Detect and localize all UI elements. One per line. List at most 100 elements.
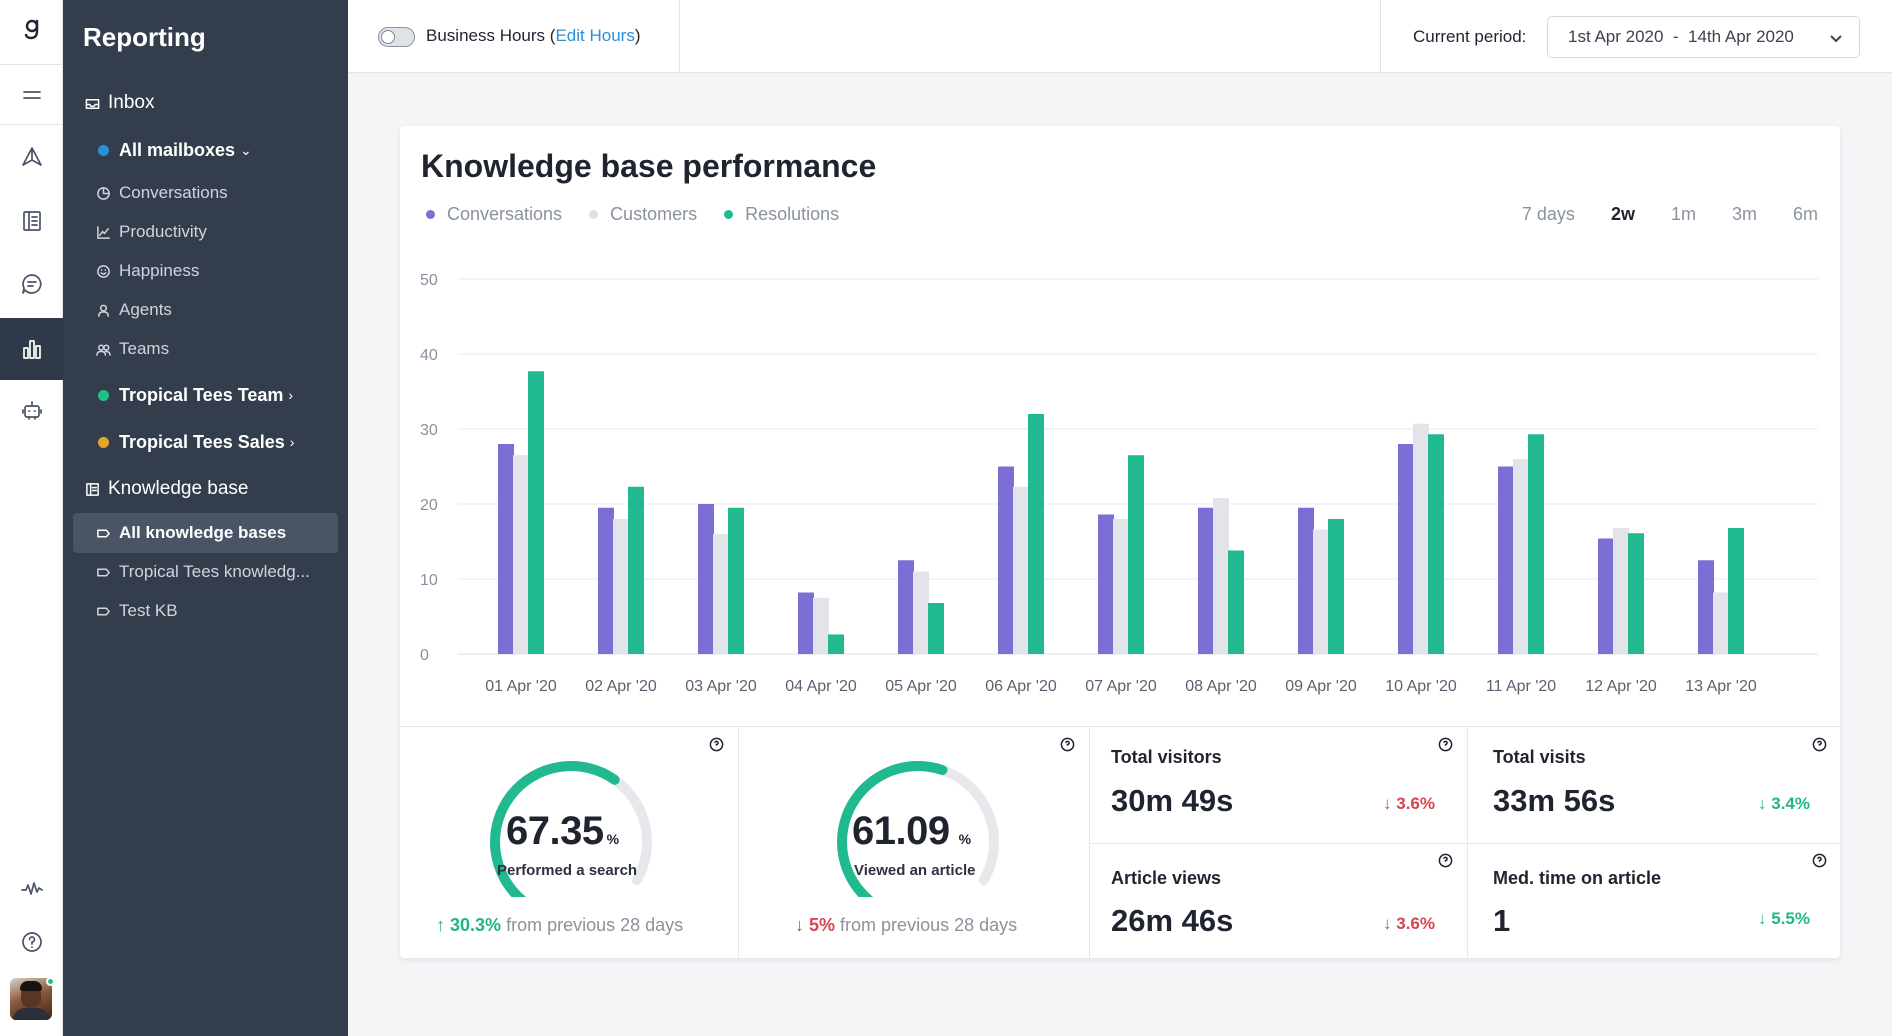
bar-conversations[interactable]	[898, 560, 914, 654]
bar-customers[interactable]	[1013, 486, 1029, 654]
sidebar-item-label: All knowledge bases	[119, 523, 287, 542]
sidebar-team-tropical-tees-sales[interactable]: Tropical Tees Sales ›	[63, 428, 348, 456]
bar-conversations[interactable]	[1598, 538, 1614, 655]
bar-conversations[interactable]	[698, 504, 714, 654]
bar-customers[interactable]	[813, 597, 829, 654]
help-icon[interactable]	[1812, 737, 1827, 752]
bar-resolutions[interactable]	[1028, 414, 1044, 654]
sidebar-team-tropical-tees-team[interactable]: Tropical Tees Team ›	[63, 381, 348, 409]
bar-resolutions[interactable]	[1128, 455, 1144, 654]
sidebar-item-conversations[interactable]: Conversations	[63, 181, 348, 205]
bar-conversations[interactable]	[1298, 507, 1314, 654]
menu-icon[interactable]	[0, 66, 63, 124]
article-percent-number: 61.09	[852, 809, 950, 853]
bar-customers[interactable]	[613, 519, 629, 654]
bar-customers[interactable]	[1313, 529, 1329, 655]
app-rail	[0, 0, 63, 1036]
sidebar-all-mailboxes[interactable]: All mailboxes ⌄	[63, 136, 348, 164]
help-icon[interactable]	[1060, 737, 1075, 752]
search-percent-value: 67.35%	[506, 809, 619, 854]
sidebar-item-label: Happiness	[119, 261, 200, 280]
sidebar-item-productivity[interactable]: Productivity	[63, 220, 348, 244]
range-tab-2w[interactable]: 2w	[1610, 204, 1635, 224]
bar-resolutions[interactable]	[628, 486, 644, 654]
bar-resolutions[interactable]	[1328, 519, 1344, 654]
chevron-down-icon	[1829, 30, 1843, 44]
bar-customers[interactable]	[913, 571, 929, 655]
bar-conversations[interactable]	[798, 592, 814, 655]
help-icon[interactable]	[1438, 853, 1453, 868]
search-percent-number: 67.35	[506, 809, 604, 853]
range-tab-6m[interactable]: 6m	[1792, 204, 1818, 224]
sidebar-item-label: Tropical Tees knowledg...	[119, 562, 310, 581]
bar-customers[interactable]	[713, 534, 729, 654]
bar-conversations[interactable]	[1198, 507, 1214, 654]
sidebar-item-happiness[interactable]: Happiness	[63, 259, 348, 283]
legend-label: Resolutions	[745, 204, 840, 224]
help-icon[interactable]	[1812, 853, 1827, 868]
sidebar-item-tropical-tees-kb[interactable]: Tropical Tees knowledg...	[63, 560, 348, 584]
total-visitors-change: ↓ 3.6%	[1383, 794, 1435, 814]
bar-resolutions[interactable]	[1728, 528, 1744, 654]
bar-resolutions[interactable]	[828, 634, 844, 655]
bar-resolutions[interactable]	[928, 603, 944, 654]
help-icon[interactable]	[0, 913, 63, 971]
bar-resolutions[interactable]	[1528, 434, 1544, 654]
bar-conversations[interactable]	[1498, 466, 1514, 655]
help-icon[interactable]	[709, 737, 724, 752]
range-tab-3m[interactable]: 3m	[1731, 204, 1757, 224]
sidebar-knowledge-base-header[interactable]: Knowledge base	[63, 476, 348, 502]
trend-down-arrow-icon: ↓	[1383, 794, 1392, 813]
bar-customers[interactable]	[513, 455, 529, 654]
period-select[interactable]: 1st Apr 2020 - 14th Apr 2020	[1547, 16, 1860, 58]
sidebar-item-all-knowledge-bases[interactable]: All knowledge bases	[73, 513, 338, 553]
bot-icon[interactable]	[0, 381, 63, 439]
bar-conversations[interactable]	[998, 466, 1014, 655]
bar-conversations[interactable]	[1698, 560, 1714, 654]
bar-customers[interactable]	[1613, 528, 1629, 654]
legend-item-customers[interactable]: Customers	[589, 204, 697, 225]
bar-conversations[interactable]	[1398, 444, 1414, 654]
bar-resolutions[interactable]	[1428, 434, 1444, 654]
sidebar-inbox-header[interactable]: Inbox	[63, 90, 348, 116]
trend-arrow-icon: ↓	[1758, 909, 1767, 928]
bar-resolutions[interactable]	[1228, 550, 1244, 655]
bar-customers[interactable]	[1113, 519, 1129, 654]
percent-unit: %	[606, 831, 619, 847]
activity-icon[interactable]	[0, 860, 63, 918]
reporting-icon[interactable]	[0, 318, 63, 380]
happiness-icon	[97, 264, 110, 278]
bar-customers[interactable]	[1413, 423, 1429, 654]
business-hours-toggle[interactable]	[378, 27, 415, 47]
med-time-label: Med. time on article	[1493, 868, 1662, 888]
team-dot	[98, 389, 109, 401]
x-tick-label: 12 Apr '20	[1585, 678, 1657, 695]
bar-conversations[interactable]	[1098, 514, 1114, 655]
x-tick-label: 03 Apr '20	[685, 678, 757, 695]
range-tab-1m[interactable]: 1m	[1670, 204, 1696, 224]
range-tab-7-days[interactable]: 7 days	[1521, 204, 1575, 224]
knowledge-base-icon[interactable]	[0, 192, 63, 250]
help-icon[interactable]	[1438, 737, 1453, 752]
sidebar-item-agents[interactable]: Agents	[63, 298, 348, 322]
campaigns-icon[interactable]	[0, 128, 63, 186]
bar-resolutions[interactable]	[728, 507, 744, 654]
bar-customers[interactable]	[1213, 498, 1229, 654]
bar-customers[interactable]	[1713, 592, 1729, 655]
logo-icon[interactable]	[0, 0, 63, 58]
bar-conversations[interactable]	[498, 444, 514, 654]
kb-performance-card: Knowledge base performance Conversations…	[400, 126, 1840, 959]
y-tick-label: 40	[420, 347, 438, 364]
user-avatar[interactable]	[10, 978, 52, 1020]
edit-hours-link[interactable]: Edit Hours	[555, 26, 635, 45]
bar-customers[interactable]	[1513, 459, 1529, 654]
legend-item-resolutions[interactable]: Resolutions	[724, 204, 839, 225]
sidebar-item-teams[interactable]: Teams	[63, 337, 348, 361]
bar-resolutions[interactable]	[528, 371, 544, 654]
x-tick-label: 05 Apr '20	[885, 678, 957, 695]
bar-conversations[interactable]	[598, 507, 614, 654]
sidebar-item-test-kb[interactable]: Test KB	[63, 599, 348, 623]
legend-item-conversations[interactable]: Conversations	[426, 204, 562, 225]
chat-icon[interactable]	[0, 255, 63, 313]
bar-resolutions[interactable]	[1628, 533, 1644, 654]
